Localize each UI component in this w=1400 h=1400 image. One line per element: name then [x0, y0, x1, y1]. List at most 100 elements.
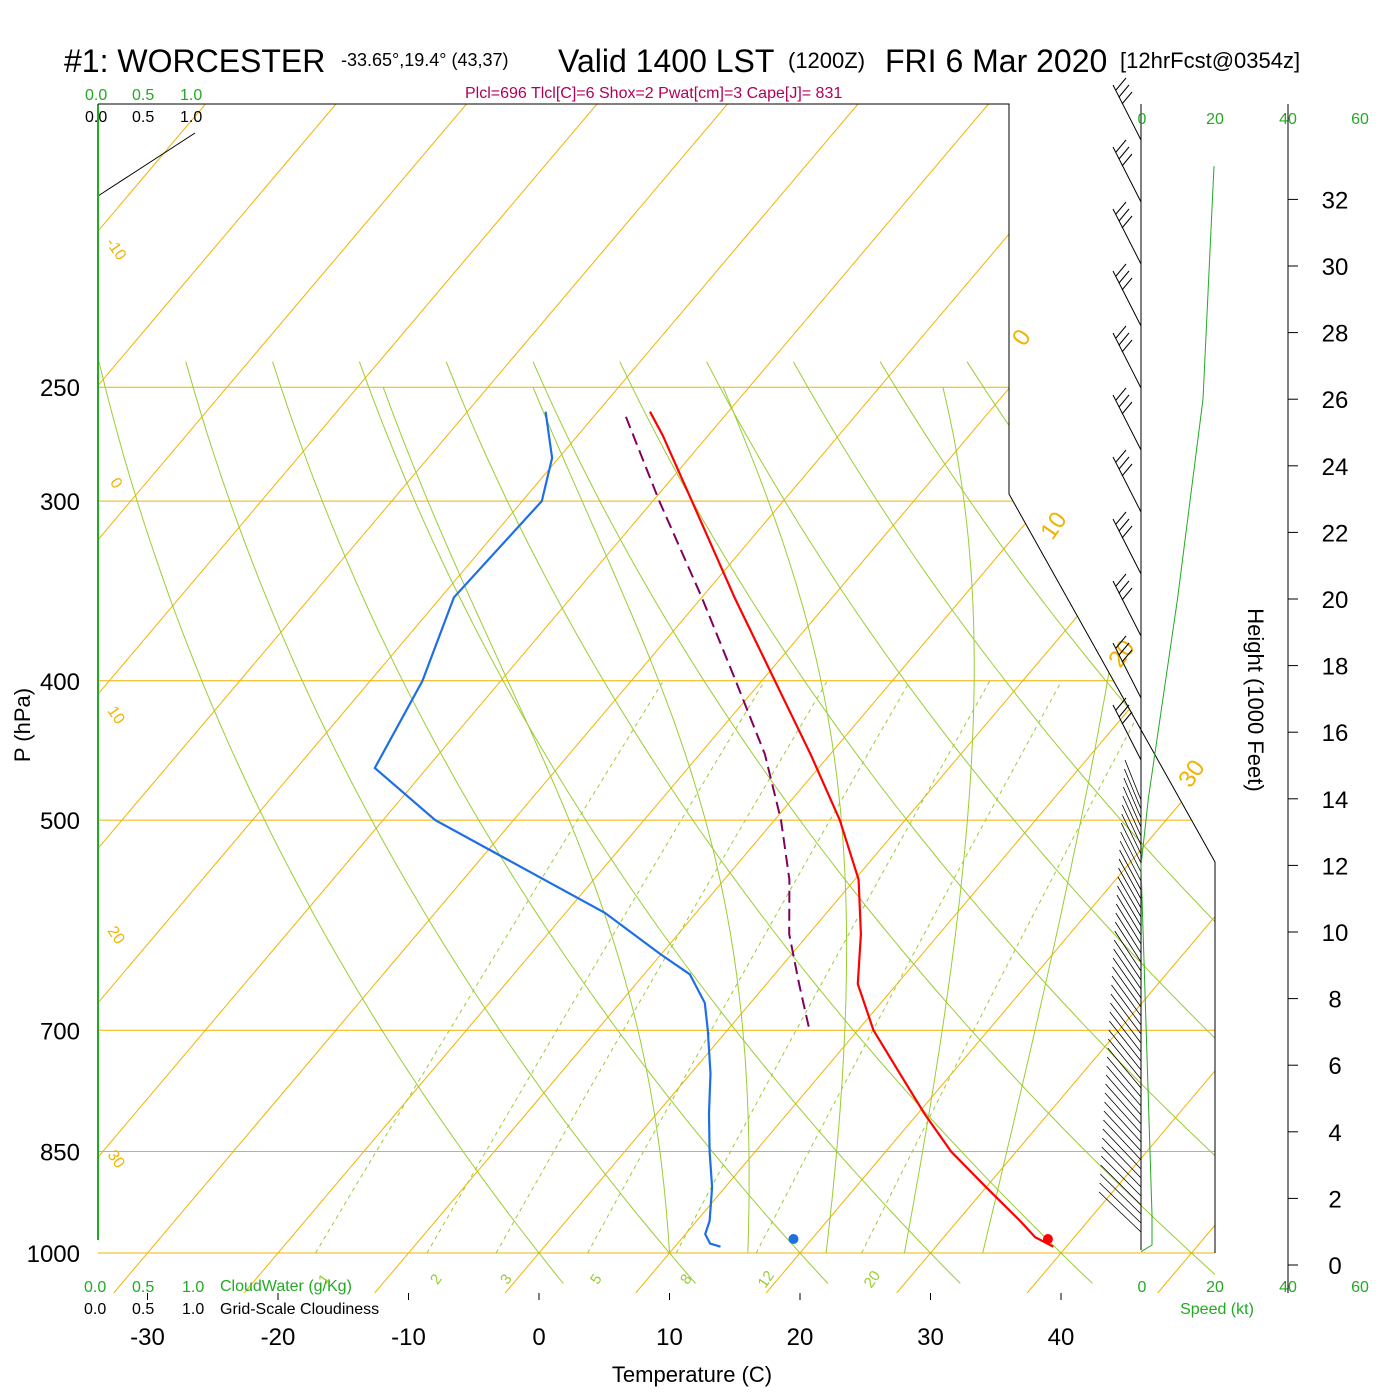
wind-barb-flag — [1121, 649, 1133, 663]
mixing-ratio-line — [426, 680, 766, 1254]
wind-barb-staff — [1112, 704, 1142, 761]
height-tick-label: 2 — [1328, 1186, 1341, 1213]
wind-barb-staff — [1112, 208, 1142, 265]
wind-barb-staff — [1117, 876, 1142, 918]
temperature-axis: -30 -20 -10 0 10 20 30 40 — [98, 103, 1216, 1351]
isotherm-label: 0 — [106, 475, 125, 492]
mixing-ratio-label: 12 — [755, 1268, 778, 1291]
dry-adiabat — [879, 361, 1215, 1284]
forecast-info: [12hrFcst@0354z] — [1120, 48, 1300, 73]
cloud-scales: 0.0 0.5 1.0 0.0 0.5 1.0 0.0 0.5 1.0 Clou… — [84, 87, 379, 1318]
wind-barb-staff — [1116, 894, 1142, 936]
wind-barb-flag — [1118, 642, 1130, 656]
wind-barb-staff — [1099, 1173, 1142, 1215]
wind-barb-staff — [1124, 759, 1142, 801]
y-axis-title: P (hPa) — [10, 688, 35, 762]
isotherm-line — [98, 104, 989, 1293]
station-title: #1: WORCESTER — [64, 43, 325, 79]
wind-barb-staff — [1102, 1137, 1142, 1179]
stability-indices: Plcl=696 Tlcl[C]=6 Shox=2 Pwat[cm]=3 Cap… — [465, 85, 842, 102]
wind-barb-flag — [1118, 84, 1130, 98]
height-tick-label: 12 — [1322, 853, 1349, 880]
valid-time: Valid 1400 LST — [558, 43, 774, 79]
cloud-water-tick-2: 1.0 — [180, 87, 202, 104]
isotherm-line — [98, 104, 859, 1293]
mixing-ratio-label: 8 — [677, 1271, 696, 1288]
cloud-water-label: CloudWater (g/Kg) — [220, 1278, 352, 1295]
speed-axis-label: Speed (kt) — [1180, 1301, 1254, 1318]
wind-barb-staff — [1112, 146, 1142, 203]
temperature-tick-label: 0 — [532, 1324, 545, 1351]
wind-barb-staff — [1119, 840, 1142, 882]
cloud-water-bottom-tick-0: 0.0 — [84, 1279, 106, 1296]
wind-barb-staff — [1118, 867, 1142, 909]
dry-adiabat — [185, 361, 696, 1284]
moist-adiabat — [532, 387, 750, 1254]
wind-barb-staff — [1105, 1074, 1142, 1116]
wind-barb-staff — [1112, 84, 1142, 141]
wind-barb-flag — [1121, 277, 1133, 291]
cloudiness-tick-0: 0.0 — [85, 109, 107, 126]
wind-barb-staff — [1109, 1020, 1142, 1062]
height-tick-label: 18 — [1322, 654, 1349, 681]
isotherm-line — [896, 104, 1215, 1293]
wind-barb-staff — [1122, 795, 1142, 837]
wind-barb-staff — [1100, 1155, 1142, 1197]
wind-barb-flag — [1115, 635, 1127, 649]
sounding-profiles — [373, 411, 1054, 1248]
wind-barb-flag — [1115, 201, 1127, 215]
wind-barb-staff — [1112, 642, 1142, 699]
mixing-ratio-label: 5 — [587, 1271, 606, 1288]
forecast-date: FRI 6 Mar 2020 — [885, 43, 1107, 79]
wind-barb-staff — [1100, 1164, 1142, 1206]
height-tick-label: 14 — [1322, 787, 1349, 814]
cloudiness-tick-2: 1.0 — [180, 109, 202, 126]
wind-barb-flag — [1121, 463, 1133, 477]
temperature-tick-label: -20 — [261, 1324, 296, 1351]
pressure-tick-label: 500 — [40, 808, 80, 835]
height-tick-label: 28 — [1322, 321, 1349, 348]
height-tick-label: 8 — [1328, 987, 1341, 1014]
y2-axis-title: Height (1000 Feet) — [1243, 608, 1268, 791]
mixing-ratio-label: 20 — [861, 1268, 884, 1291]
wind-barb-staff — [1120, 822, 1142, 864]
wind-barb-flag — [1121, 587, 1133, 601]
wind-barb-staff — [1102, 1128, 1142, 1170]
speed-tick-top-3: 60 — [1351, 111, 1369, 128]
wind-barb-flag — [1115, 387, 1127, 401]
height-tick-label: 4 — [1328, 1120, 1341, 1147]
moist-adiabat — [382, 387, 670, 1254]
wind-barb-flag — [1118, 580, 1130, 594]
isotherm-label: 10 — [104, 703, 128, 727]
height-tick-label: 30 — [1322, 254, 1349, 281]
dry-adiabat — [532, 361, 1215, 1284]
wind-barb-flag — [1121, 525, 1133, 539]
isotherm-line — [98, 104, 337, 1293]
wind-barb-staff — [1112, 966, 1142, 1008]
wind-barb-staff — [1113, 948, 1142, 990]
isotherm-line — [98, 104, 728, 1293]
wind-barb-staff — [1120, 831, 1142, 873]
height-tick-label: 10 — [1322, 920, 1349, 947]
wind-barb-staff — [1103, 1119, 1142, 1161]
wind-barb-staff — [1114, 930, 1142, 972]
wind-barb-staff — [1110, 1002, 1142, 1044]
wind-barb-staff — [1114, 921, 1142, 963]
wind-barb-flag — [1118, 456, 1130, 470]
wind-barb-staff — [1115, 912, 1142, 954]
wind-barb-staff — [1107, 1038, 1142, 1080]
surface-dewpoint-marker — [788, 1234, 799, 1244]
wind-barb-staff — [1101, 1146, 1142, 1188]
mixing-ratio-line — [315, 680, 664, 1254]
wind-barb-staff — [1106, 1065, 1142, 1107]
dry-adiabat — [445, 361, 1093, 1284]
wind-barb-flag — [1118, 394, 1130, 408]
wind-barb-staff — [1113, 939, 1142, 981]
cloudiness-label: Grid-Scale Cloudiness — [220, 1301, 379, 1318]
wind-barb-staff — [1112, 957, 1142, 999]
wind-barb-flag — [1118, 270, 1130, 284]
wind-barb-staff — [1107, 1047, 1142, 1089]
height-tick-label: 20 — [1322, 587, 1349, 614]
wind-barb-flag — [1121, 401, 1133, 415]
wind-barb-staff — [1112, 518, 1142, 575]
